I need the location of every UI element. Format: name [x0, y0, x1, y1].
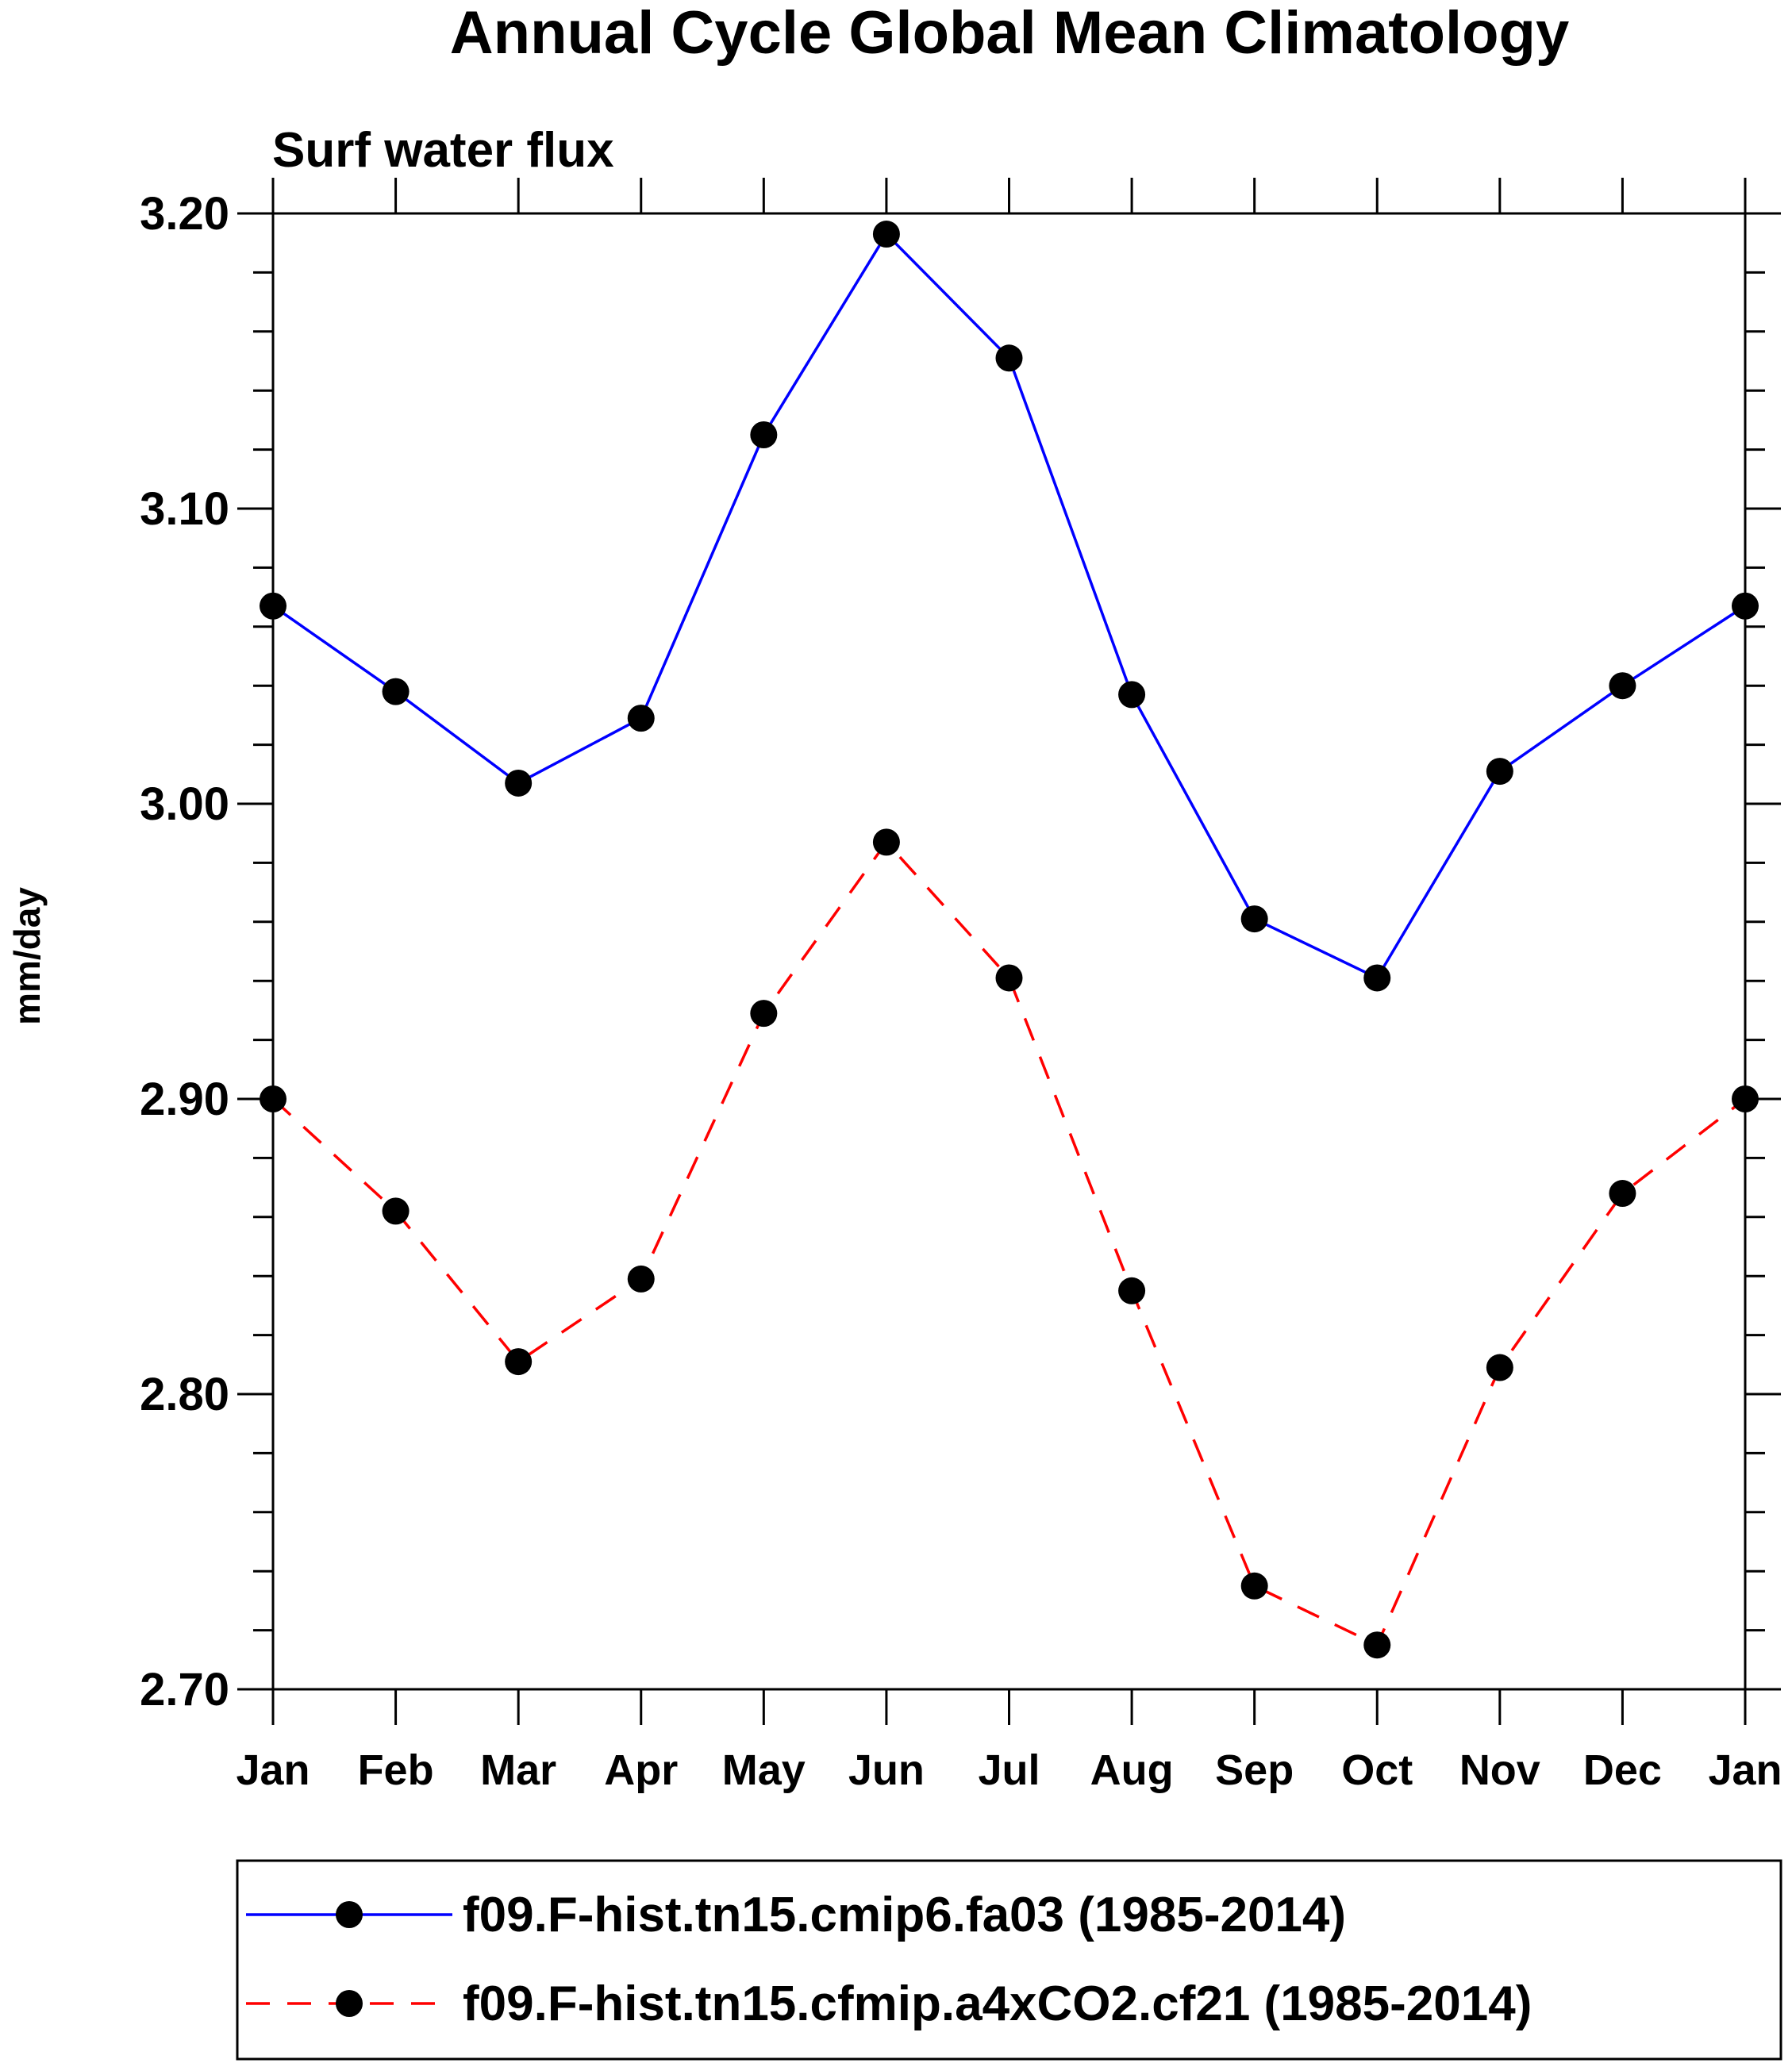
legend-marker-1 [336, 1901, 363, 1928]
plot-frame [271, 212, 1747, 1691]
series-2-point [382, 1197, 410, 1225]
series-1-point [872, 221, 900, 248]
y-tick-label: 3.20 [140, 188, 229, 240]
x-tick-label: Nov [1459, 1746, 1540, 1794]
chart-subtitle: Surf water flux [272, 123, 614, 178]
series-1-point [1732, 592, 1759, 620]
series-2-point [260, 1085, 286, 1112]
series-2-point [1118, 1277, 1146, 1304]
series-2-point [1240, 1572, 1268, 1600]
x-tick-label: May [722, 1746, 806, 1794]
x-tick-label: Aug [1090, 1746, 1174, 1794]
series-line-2 [271, 839, 1747, 1647]
legend-label-1: f09.F-hist.tn15.cmip6.fa03 (1985-2014) [463, 1888, 1346, 1942]
series-2-point [995, 964, 1023, 992]
chart-title: Annual Cycle Global Mean Climatology [450, 0, 1569, 67]
x-tick-label: Mar [480, 1746, 556, 1794]
series-1-point [627, 705, 655, 732]
legend-box [236, 1859, 1782, 2061]
x-tick-label: Dec [1583, 1746, 1662, 1794]
series-1-point [1486, 758, 1513, 786]
legend-marker-2 [336, 1990, 363, 2017]
x-tick-label: Feb [358, 1746, 434, 1794]
series-1-point [1118, 681, 1146, 709]
y-tick-label: 3.10 [140, 483, 229, 535]
x-tick-label: Jan [236, 1746, 310, 1794]
series-2-point [872, 828, 900, 856]
x-tick-label: Oct [1341, 1746, 1413, 1794]
series-1-point [505, 769, 533, 797]
y-tick-label: 2.80 [140, 1369, 229, 1420]
legend-label-2: f09.F-hist.tn15.cfmip.a4xCO2.cf21 (1985-… [463, 1977, 1532, 2031]
series-1-point [1240, 905, 1268, 933]
series-1-point [382, 678, 410, 705]
x-tick-label: Jan [1708, 1746, 1782, 1794]
x-tick-label: Jul [978, 1746, 1040, 1794]
series-2-point [1609, 1180, 1636, 1208]
series-1-point [995, 344, 1023, 372]
y-tick-label: 3.00 [140, 778, 229, 830]
y-axis: 2.70 2.80 2.90 3.00 3.10 3.20 [140, 188, 1781, 1715]
series-2-point [1486, 1354, 1513, 1381]
x-tick-label: Sep [1215, 1746, 1294, 1794]
y-tick-label: 2.70 [140, 1664, 229, 1715]
x-axis: Jan Feb Mar Apr May Jun Jul Aug Sep Oct Nov Dec Jan [236, 178, 1782, 1794]
x-tick-label: Jun [848, 1746, 925, 1794]
series-1-point [260, 592, 286, 620]
legend: f09.F-hist.tn15.cmip6.fa03 (1985-2014) f0… [236, 1859, 1782, 2061]
series-2-point [750, 1000, 778, 1028]
x-tick-label: Apr [604, 1746, 678, 1794]
series-layer [260, 221, 1759, 1659]
series-1-point [1609, 672, 1636, 700]
series-2-point [1732, 1085, 1759, 1112]
series-1-point [1363, 964, 1391, 992]
series-2-point [505, 1348, 533, 1376]
series-1-point [750, 421, 778, 448]
y-tick-label: 2.90 [140, 1074, 229, 1125]
y-axis-label: mm/day [6, 887, 48, 1025]
series-2-point [627, 1265, 655, 1293]
series-2-point [1363, 1631, 1391, 1659]
